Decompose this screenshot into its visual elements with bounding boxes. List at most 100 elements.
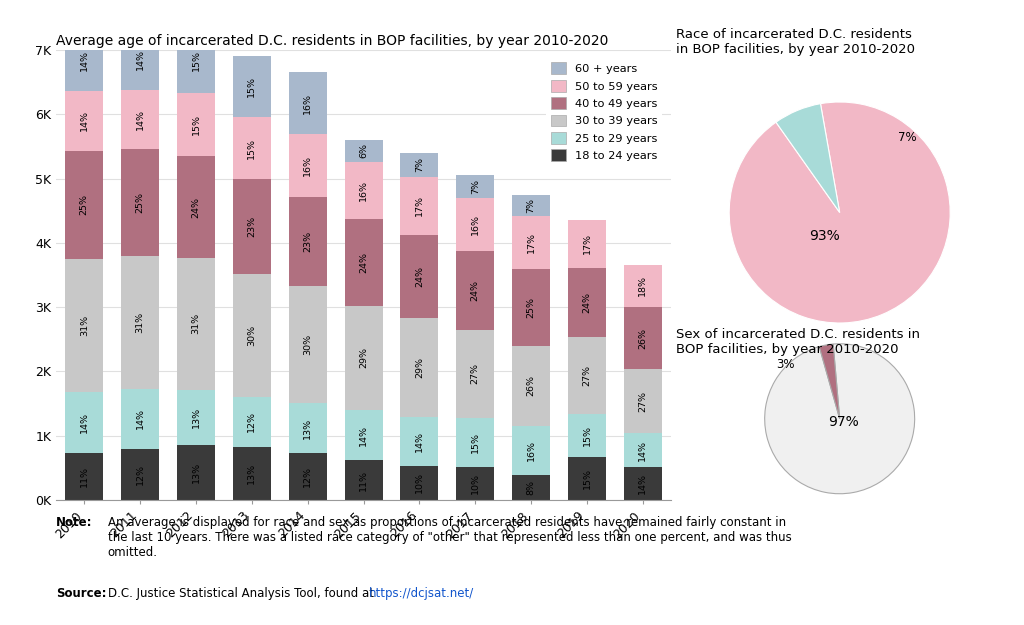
Text: 16%: 16% — [471, 214, 479, 235]
Text: 24%: 24% — [583, 292, 592, 313]
Bar — [177, 156, 215, 258]
Bar — [568, 337, 606, 414]
Bar — [232, 446, 270, 500]
Bar — [66, 452, 103, 500]
Text: 15%: 15% — [191, 51, 201, 71]
Bar — [121, 89, 159, 149]
Bar — [400, 318, 438, 418]
Text: 15%: 15% — [471, 432, 479, 453]
Text: 24%: 24% — [415, 266, 424, 287]
Text: 14%: 14% — [638, 439, 647, 461]
Bar — [289, 402, 327, 453]
Text: 13%: 13% — [191, 462, 201, 483]
Bar — [232, 179, 270, 274]
Text: 12%: 12% — [135, 464, 144, 485]
Text: 16%: 16% — [359, 180, 368, 201]
Bar — [177, 92, 215, 156]
Bar — [344, 410, 383, 461]
Text: 29%: 29% — [415, 357, 424, 378]
Text: 8%: 8% — [526, 480, 536, 495]
Text: An average is displayed for race and sex as proportions of incarcerated resident: An average is displayed for race and sex… — [108, 516, 792, 559]
Wedge shape — [765, 344, 914, 494]
Text: Race of incarcerated D.C. residents
in BOP facilities, by year 2010-2020: Race of incarcerated D.C. residents in B… — [676, 28, 914, 56]
Bar — [121, 389, 159, 449]
Bar — [289, 286, 327, 402]
Bar — [344, 219, 383, 306]
Text: 16%: 16% — [303, 155, 312, 176]
Text: 15%: 15% — [248, 76, 256, 97]
Bar — [232, 397, 270, 446]
Bar — [624, 264, 662, 308]
Text: 13%: 13% — [248, 462, 256, 484]
Text: 30%: 30% — [303, 334, 312, 355]
Bar — [400, 235, 438, 318]
Text: 14%: 14% — [135, 109, 144, 130]
Text: 18%: 18% — [638, 276, 647, 296]
Text: 15%: 15% — [583, 468, 592, 489]
Bar — [568, 268, 606, 337]
Bar — [457, 176, 495, 198]
Bar — [289, 72, 327, 134]
Text: 12%: 12% — [248, 411, 256, 432]
Text: 27%: 27% — [638, 391, 647, 412]
Bar — [66, 151, 103, 259]
Text: 26%: 26% — [638, 328, 647, 349]
Bar — [457, 468, 495, 500]
Bar — [568, 457, 606, 500]
Text: 24%: 24% — [191, 197, 201, 217]
Text: Source:: Source: — [56, 587, 106, 600]
Bar — [232, 274, 270, 397]
Text: 10%: 10% — [471, 473, 479, 494]
Text: 15%: 15% — [583, 425, 592, 446]
Text: 24%: 24% — [359, 252, 368, 273]
Text: 13%: 13% — [303, 418, 312, 439]
Text: 7%: 7% — [471, 179, 479, 194]
Bar — [344, 140, 383, 162]
Text: 14%: 14% — [415, 431, 424, 452]
Bar — [344, 306, 383, 410]
Text: 6%: 6% — [359, 143, 368, 158]
Text: Note:: Note: — [56, 516, 93, 529]
Text: 11%: 11% — [80, 466, 89, 487]
Text: 11%: 11% — [359, 470, 368, 491]
Text: 29%: 29% — [359, 348, 368, 368]
Text: 16%: 16% — [526, 440, 536, 461]
Bar — [624, 308, 662, 369]
Bar — [66, 31, 103, 91]
Text: 27%: 27% — [583, 365, 592, 386]
Text: 31%: 31% — [80, 315, 89, 336]
Bar — [66, 91, 103, 151]
Bar — [121, 30, 159, 89]
Text: 14%: 14% — [135, 49, 144, 70]
Text: 7%: 7% — [898, 131, 916, 144]
Text: 15%: 15% — [191, 114, 201, 135]
Text: 14%: 14% — [135, 408, 144, 429]
Wedge shape — [729, 102, 950, 323]
Text: 17%: 17% — [583, 234, 592, 254]
Text: 14%: 14% — [359, 425, 368, 446]
Text: 97%: 97% — [828, 416, 859, 429]
Bar — [177, 445, 215, 500]
Bar — [66, 392, 103, 452]
Bar — [121, 256, 159, 389]
Bar — [457, 251, 495, 329]
Text: 12%: 12% — [303, 466, 312, 487]
Text: 15%: 15% — [248, 138, 256, 159]
Bar — [232, 118, 270, 179]
Text: 14%: 14% — [638, 473, 647, 494]
Text: 27%: 27% — [471, 363, 479, 384]
Bar — [512, 269, 550, 346]
Bar — [400, 418, 438, 466]
Wedge shape — [776, 104, 840, 212]
Bar — [289, 134, 327, 197]
Text: 14%: 14% — [80, 111, 89, 131]
Text: 23%: 23% — [303, 231, 312, 252]
Text: 7%: 7% — [415, 157, 424, 172]
Text: 30%: 30% — [248, 325, 256, 346]
Bar — [400, 466, 438, 500]
Text: 13%: 13% — [191, 407, 201, 428]
Bar — [289, 453, 327, 500]
Text: 25%: 25% — [135, 192, 144, 213]
Bar — [457, 418, 495, 468]
Bar — [624, 369, 662, 433]
